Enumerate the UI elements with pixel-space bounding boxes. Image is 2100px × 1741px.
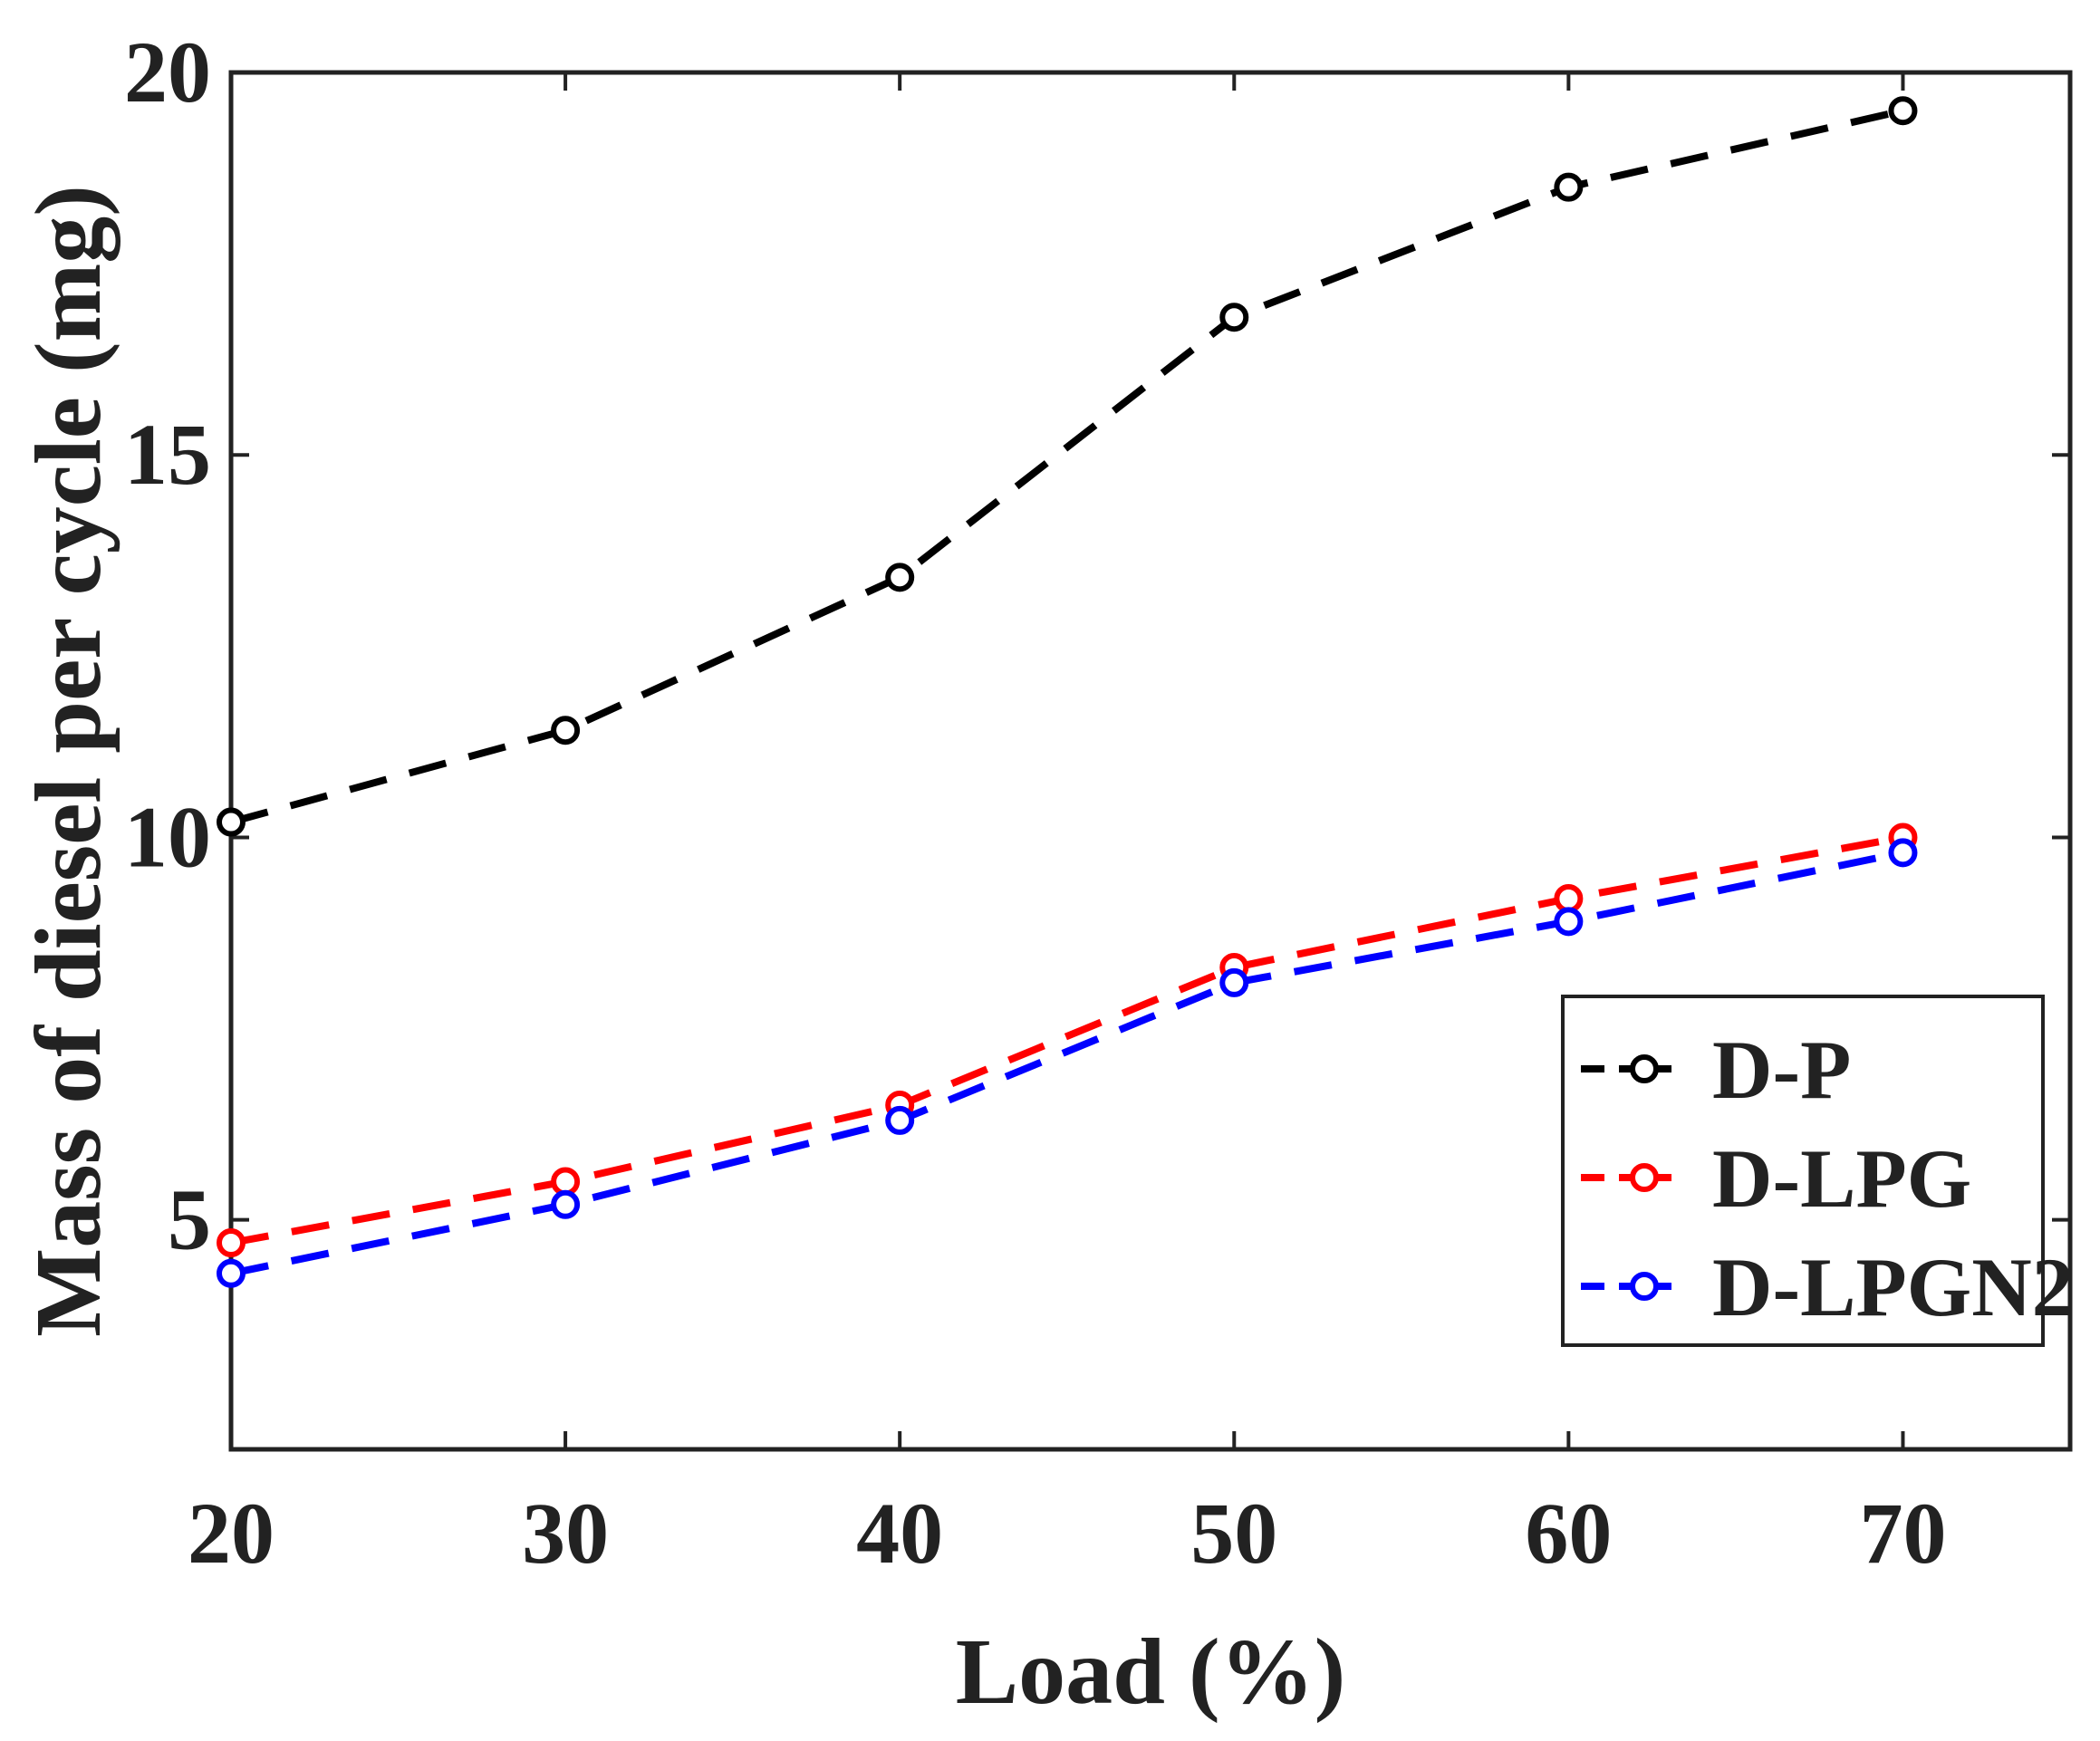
legend-marker-d-lpg bbox=[1630, 1163, 1659, 1192]
data-point-d-lpg bbox=[217, 1228, 246, 1257]
axis-ticks bbox=[229, 71, 2070, 1449]
x-tick-label: 40 bbox=[856, 1485, 943, 1582]
x-tick-label: 50 bbox=[1190, 1485, 1277, 1582]
legend-marker-d-p bbox=[1630, 1054, 1659, 1083]
data-point-d-lpg bbox=[1554, 884, 1584, 913]
x-axis-title: Load (%) bbox=[956, 1620, 1345, 1724]
y-tick-label: 5 bbox=[168, 1171, 211, 1268]
series-layer bbox=[217, 96, 1918, 1288]
x-tick-label: 30 bbox=[522, 1485, 609, 1582]
series-line-d-p bbox=[229, 107, 1904, 826]
legend-label-d-lpgn2: D-LPGN2 bbox=[1712, 1241, 2074, 1333]
data-point-d-lpg bbox=[551, 1167, 581, 1197]
x-tick-label: 70 bbox=[1859, 1485, 1946, 1582]
series-line-d-lpgn2 bbox=[230, 849, 1904, 1277]
series-line-d-lpg bbox=[230, 833, 1904, 1246]
legend: D-P D-LPG D-LPGN2 bbox=[1561, 995, 2074, 1347]
plot-frame bbox=[228, 70, 2073, 1452]
data-point-d-lpgn2 bbox=[551, 1189, 581, 1219]
x-tick-label: 20 bbox=[188, 1485, 275, 1582]
data-point-d-lpgn2 bbox=[1888, 838, 1918, 868]
data-point-d-lpgn2 bbox=[885, 1105, 915, 1135]
x-tick-labels: 20 30 40 50 60 70 bbox=[188, 1485, 1946, 1582]
y-tick-label: 15 bbox=[124, 406, 211, 503]
legend-label-d-p: D-P bbox=[1712, 1024, 1851, 1116]
legend-entry-d-lpg: D-LPG bbox=[1581, 1132, 1971, 1225]
x-tick-label: 60 bbox=[1525, 1485, 1612, 1582]
data-point-d-p bbox=[217, 807, 246, 837]
series-d-p bbox=[217, 96, 1918, 837]
data-point-d-lpgn2 bbox=[217, 1258, 246, 1288]
legend-entry-d-lpgn2: D-LPGN2 bbox=[1581, 1241, 2074, 1333]
data-point-d-lpgn2 bbox=[1554, 907, 1584, 937]
data-point-d-p bbox=[1219, 303, 1249, 332]
data-point-d-p bbox=[885, 563, 915, 592]
data-point-d-p bbox=[551, 716, 581, 745]
y-tick-label: 20 bbox=[124, 24, 211, 120]
y-tick-labels: 5 10 15 20 bbox=[124, 24, 211, 1268]
y-tick-label: 10 bbox=[124, 788, 211, 885]
legend-label-d-lpg: D-LPG bbox=[1712, 1132, 1971, 1225]
data-point-d-lpgn2 bbox=[1219, 967, 1249, 997]
legend-entry-d-p: D-P bbox=[1581, 1024, 1851, 1116]
legend-marker-d-lpgn2 bbox=[1630, 1272, 1659, 1301]
data-point-d-p bbox=[1888, 96, 1918, 126]
series-d-lpgn2 bbox=[217, 838, 1918, 1288]
y-axis-title: Mass of diesel per cycle (mg) bbox=[16, 185, 120, 1337]
data-point-d-p bbox=[1554, 172, 1584, 202]
legend-entries: D-P D-LPG D-LPGN2 bbox=[1581, 1024, 2074, 1333]
